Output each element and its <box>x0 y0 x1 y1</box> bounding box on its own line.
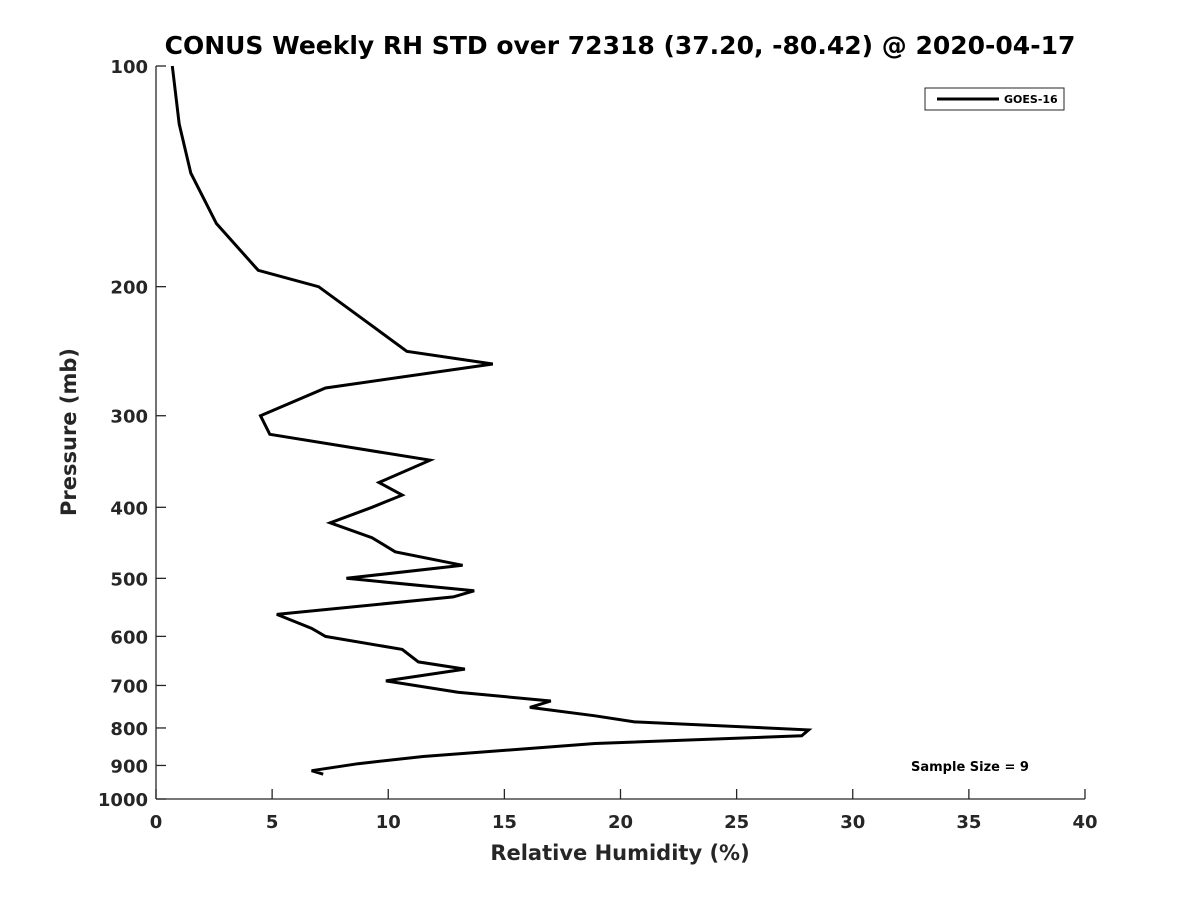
x-axis-label: Relative Humidity (%) <box>490 841 749 865</box>
x-tick-label: 30 <box>840 812 865 833</box>
x-tick-label: 35 <box>956 812 981 833</box>
y-tick-label: 200 <box>110 278 148 299</box>
x-tick-label: 10 <box>376 812 401 833</box>
x-tick-label: 15 <box>492 812 517 833</box>
series-line-goes-16 <box>170 65 813 776</box>
x-tick-label: 5 <box>266 812 279 833</box>
legend: GOES-16 <box>924 87 1065 111</box>
chart-title: CONUS Weekly RH STD over 72318 (37.20, -… <box>165 31 1076 60</box>
y-tick-label: 1000 <box>98 790 148 811</box>
x-tick-label: 25 <box>724 812 749 833</box>
y-tick-label: 300 <box>110 407 148 428</box>
y-tick-label: 500 <box>110 569 148 590</box>
y-tick-label: 400 <box>110 498 148 519</box>
y-tick-label: 900 <box>110 756 148 777</box>
y-tick-label: 600 <box>110 627 148 648</box>
legend-label-goes-16: GOES-16 <box>1004 93 1058 106</box>
sample-size-annotation: Sample Size = 9 <box>911 760 1029 775</box>
y-axis-ticks: 100 200 300 400 500 600 700 800 900 1000 <box>98 57 166 811</box>
y-axis-label: Pressure (mb) <box>57 348 81 516</box>
x-tick-label: 20 <box>608 812 633 833</box>
y-tick-label: 100 <box>110 57 148 78</box>
y-tick-label: 800 <box>110 719 148 740</box>
x-tick-label: 40 <box>1072 812 1097 833</box>
y-tick-label: 700 <box>110 676 148 697</box>
x-tick-label: 0 <box>150 812 163 833</box>
x-axis-ticks: 0 5 10 15 20 25 30 35 40 <box>150 789 1098 833</box>
